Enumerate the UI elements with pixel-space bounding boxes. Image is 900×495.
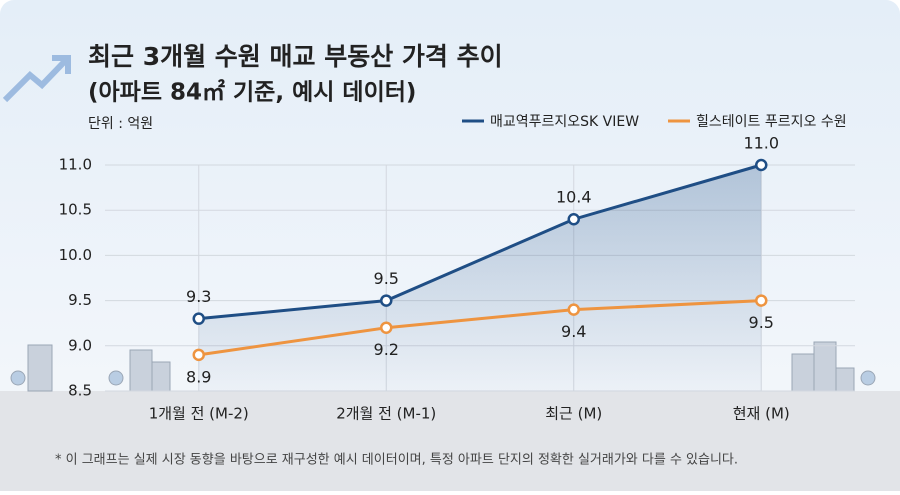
y-tick-label: 9.5 bbox=[68, 291, 92, 309]
data-label: 9.3 bbox=[186, 287, 211, 306]
data-point bbox=[192, 312, 205, 325]
x-tick-label: 최근 (M) bbox=[545, 405, 602, 423]
line-series bbox=[198, 163, 762, 321]
data-label: 8.9 bbox=[186, 367, 211, 386]
chart-title: 최근 3개월 수원 매교 부동산 가격 추이 bbox=[88, 42, 503, 71]
arrow-icon bbox=[2, 55, 71, 103]
x-tick-label: 2개월 전 (M-1) bbox=[336, 405, 436, 423]
data-point bbox=[755, 158, 768, 172]
data-point bbox=[567, 303, 580, 316]
data-point bbox=[380, 321, 393, 334]
data-point bbox=[755, 294, 768, 307]
data-point bbox=[192, 348, 205, 362]
y-tick-label: 10.5 bbox=[59, 201, 92, 219]
y-tick-label: 10.0 bbox=[59, 246, 92, 264]
data-label: 10.4 bbox=[556, 188, 592, 207]
unit-label: 단위 : 억원 bbox=[88, 116, 153, 132]
x-tick-label: 현재 (M) bbox=[733, 405, 790, 423]
ground-band bbox=[0, 391, 900, 491]
data-label: 9.2 bbox=[374, 340, 399, 359]
data-label: 11.0 bbox=[743, 134, 779, 153]
legend-label: 매교역푸르지오SK VIEW bbox=[490, 114, 639, 130]
data-label: 9.5 bbox=[374, 269, 399, 288]
y-tick-label: 11.0 bbox=[59, 156, 92, 174]
data-point bbox=[567, 212, 580, 226]
data-point bbox=[380, 294, 393, 307]
line-series bbox=[198, 299, 762, 357]
y-tick-label: 9.0 bbox=[68, 336, 92, 354]
chart-subtitle: (아파트 84㎡ 기준, 예시 데이터) bbox=[88, 79, 416, 106]
footnote: * 이 그래프는 실제 시장 동향을 바탕으로 재구성한 예시 데이터이며, 특… bbox=[55, 453, 738, 468]
data-label: 9.4 bbox=[561, 322, 586, 341]
data-label: 9.5 bbox=[749, 313, 774, 332]
y-tick-label: 8.5 bbox=[68, 382, 92, 400]
legend-label: 힐스테이트 푸르지오 수원 bbox=[696, 114, 847, 130]
x-tick-label: 1개월 전 (M-2) bbox=[149, 405, 249, 423]
